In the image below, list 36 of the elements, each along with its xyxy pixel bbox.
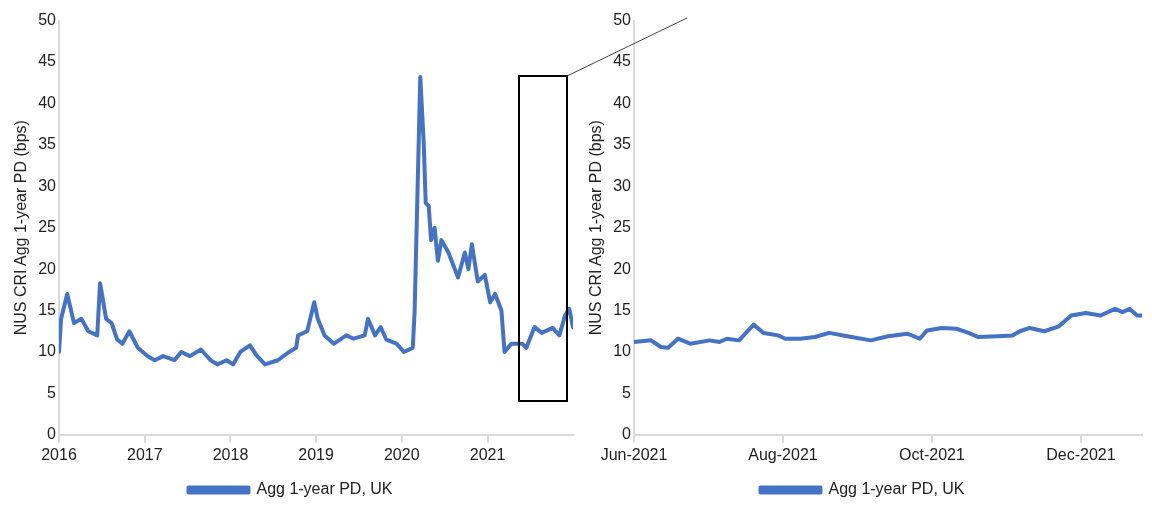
y-tick-label: 45 [613, 52, 632, 70]
y-tick-label: 30 [613, 176, 632, 194]
x-tick-label: Dec-2021 [1046, 445, 1116, 463]
y-tick-label: 35 [38, 135, 57, 153]
y-tick-label: 40 [613, 93, 632, 111]
y-tick-label: 40 [38, 93, 57, 111]
legend-label: Agg 1-year PD, UK [828, 480, 965, 498]
y-tick-label: 10 [38, 342, 57, 360]
y-tick-label: 35 [613, 135, 632, 153]
y-tick-label: 45 [38, 52, 57, 70]
x-tick-label: Aug-2021 [748, 445, 818, 463]
x-tick-label: 2018 [212, 445, 249, 463]
x-tick-label: 2016 [41, 445, 77, 463]
y-tick-label: 10 [613, 342, 632, 360]
y-tick-label: 50 [38, 11, 57, 29]
y-tick-label: 25 [613, 218, 632, 236]
y-tick-label: 25 [38, 218, 57, 236]
y-axis-title: NUS CRI Agg 1-year PD (bps) [587, 120, 605, 336]
y-axis-title: NUS CRI Agg 1-year PD (bps) [12, 120, 30, 336]
y-tick-label: 20 [38, 259, 57, 277]
y-tick-label: 0 [622, 425, 632, 443]
x-tick-label: Oct-2021 [899, 445, 965, 463]
y-tick-label: 15 [38, 300, 57, 318]
x-tick-label: 2020 [383, 445, 420, 463]
y-tick-label: 20 [613, 259, 632, 277]
y-tick-label: 5 [622, 383, 632, 401]
x-tick-label: 2021 [469, 445, 506, 463]
y-tick-label: 30 [38, 176, 57, 194]
x-tick-label: Jun-2021 [600, 445, 668, 463]
y-tick-label: 0 [47, 425, 57, 443]
y-tick-label: 50 [613, 11, 632, 29]
x-tick-label: 2019 [298, 445, 335, 463]
legend-label: Agg 1-year PD, UK [256, 480, 393, 498]
y-tick-label: 5 [47, 383, 57, 401]
y-tick-label: 15 [613, 300, 632, 318]
x-tick-label: 2017 [127, 445, 163, 463]
